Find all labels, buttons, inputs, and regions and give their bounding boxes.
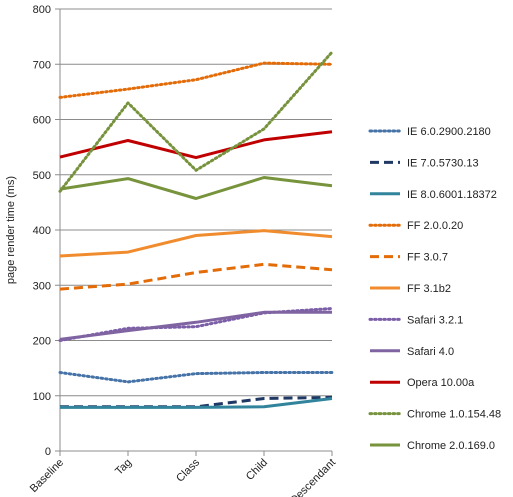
legend-label: Opera 10.00a (407, 377, 475, 389)
series-line-chrome-2-0-169-0 (59, 176, 333, 200)
y-tick-label: 200 (33, 336, 51, 348)
legend: IE 6.0.2900.2180 IE 7.0.5730.13 IE 8.0.600… (368, 126, 501, 452)
y-axis-label: page render time (ms) (5, 176, 17, 284)
x-tick-label: Baseline (28, 457, 66, 495)
y-tick-label: 700 (33, 59, 51, 71)
y-tick-label: 300 (33, 280, 51, 292)
y-tick-label: 800 (33, 4, 51, 16)
legend-label: Chrome 1.0.154.48 (407, 409, 501, 421)
y-tick-label: 0 (45, 446, 51, 458)
series-line-ff-2-0-0-20 (58, 61, 334, 99)
legend-label: Safari 4.0 (407, 346, 454, 358)
series-line-safari-4-0 (59, 310, 332, 341)
series-line-chrome-1-0-154-48 (58, 50, 334, 193)
series-line-ie-8-0-6001-18372 (60, 397, 333, 409)
series-line-ff-3-1b2 (59, 229, 333, 258)
x-tick-labels: Baseline Tag Class Child Descendant (28, 456, 338, 497)
series-line-ff-3-0-7 (59, 262, 333, 291)
axes (59, 9, 333, 456)
x-tick-label: Descendant (288, 457, 338, 497)
legend-label: IE 7.0.5730.13 (407, 157, 479, 169)
y-tick-label: 500 (33, 170, 51, 182)
x-tick-label: Tag (113, 457, 134, 478)
series-line-ie-6-0-2900-2180 (58, 371, 334, 384)
legend-label: IE 8.0.6001.18372 (407, 189, 497, 201)
x-tick-label: Class (174, 456, 202, 484)
legend-label: FF 2.0.0.20 (407, 220, 463, 232)
y-tick-label: 600 (33, 115, 51, 127)
y-tick-labels: 0 100 200 300 400 500 600 700 800 (33, 4, 51, 458)
y-tick-label: 400 (33, 225, 51, 237)
plot-area (58, 50, 334, 409)
x-tick-label: Child (244, 457, 270, 483)
series-line-opera-10-00a (59, 130, 333, 160)
legend-label: IE 6.0.2900.2180 (407, 126, 491, 138)
grid-lines (55, 8, 332, 452)
legend-label: Chrome 2.0.169.0 (407, 440, 495, 452)
legend-label: FF 3.1b2 (407, 283, 451, 295)
legend-label: FF 3.0.7 (407, 252, 448, 264)
y-tick-label: 100 (33, 391, 51, 403)
legend-label: Safari 3.2.1 (407, 314, 463, 326)
